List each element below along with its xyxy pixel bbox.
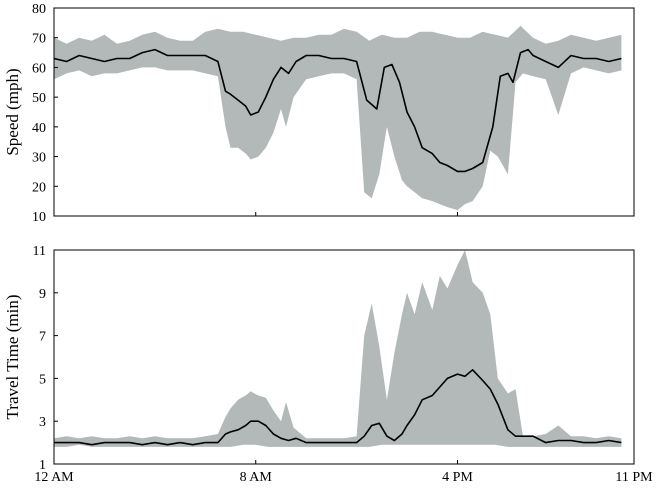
travel-time-ytick-label: 11 bbox=[33, 244, 46, 259]
speed-ytick-label: 30 bbox=[32, 151, 46, 166]
speed-ytick-label: 80 bbox=[32, 2, 46, 17]
travel-time-ylabel: Travel Time (min) bbox=[3, 294, 22, 419]
travel-time-ytick-label: 1 bbox=[39, 458, 46, 473]
xtick-label: 8 AM bbox=[240, 470, 273, 485]
speed-axes-frame bbox=[53, 7, 635, 217]
travel-time-ytick-label: 7 bbox=[39, 330, 46, 345]
travel-time-panel: 1 3 5 7 9 11 12 AM 8 AM 4 PM 11 PM Travel Time (mi… bbox=[3, 244, 653, 485]
xtick-label: 11 PM bbox=[615, 470, 653, 485]
speed-ytick-label: 40 bbox=[32, 121, 46, 136]
speed-median-line bbox=[53, 48, 622, 173]
speed-ytick-label: 10 bbox=[32, 210, 46, 225]
speed-ytick-label: 60 bbox=[32, 61, 46, 76]
xtick-label: 4 PM bbox=[442, 470, 473, 485]
speed-ylabel: Speed (mph) bbox=[3, 68, 22, 155]
travel-time-axes-frame bbox=[53, 249, 635, 465]
speed-ytick-label: 50 bbox=[32, 91, 46, 106]
travel-time-band bbox=[54, 250, 622, 447]
travel-time-ytick-label: 9 bbox=[39, 287, 46, 302]
travel-time-ytick-label: 5 bbox=[39, 372, 46, 387]
xtick-label: 12 AM bbox=[34, 470, 74, 485]
speed-ytick-label: 70 bbox=[32, 32, 46, 47]
speed-ytick-label: 20 bbox=[32, 180, 46, 195]
travel-time-median-line bbox=[54, 368, 622, 446]
travel-time-ytick-label: 3 bbox=[39, 415, 46, 430]
speed-panel: 10 20 30 40 50 60 70 80 Speed (mph) bbox=[3, 2, 635, 225]
